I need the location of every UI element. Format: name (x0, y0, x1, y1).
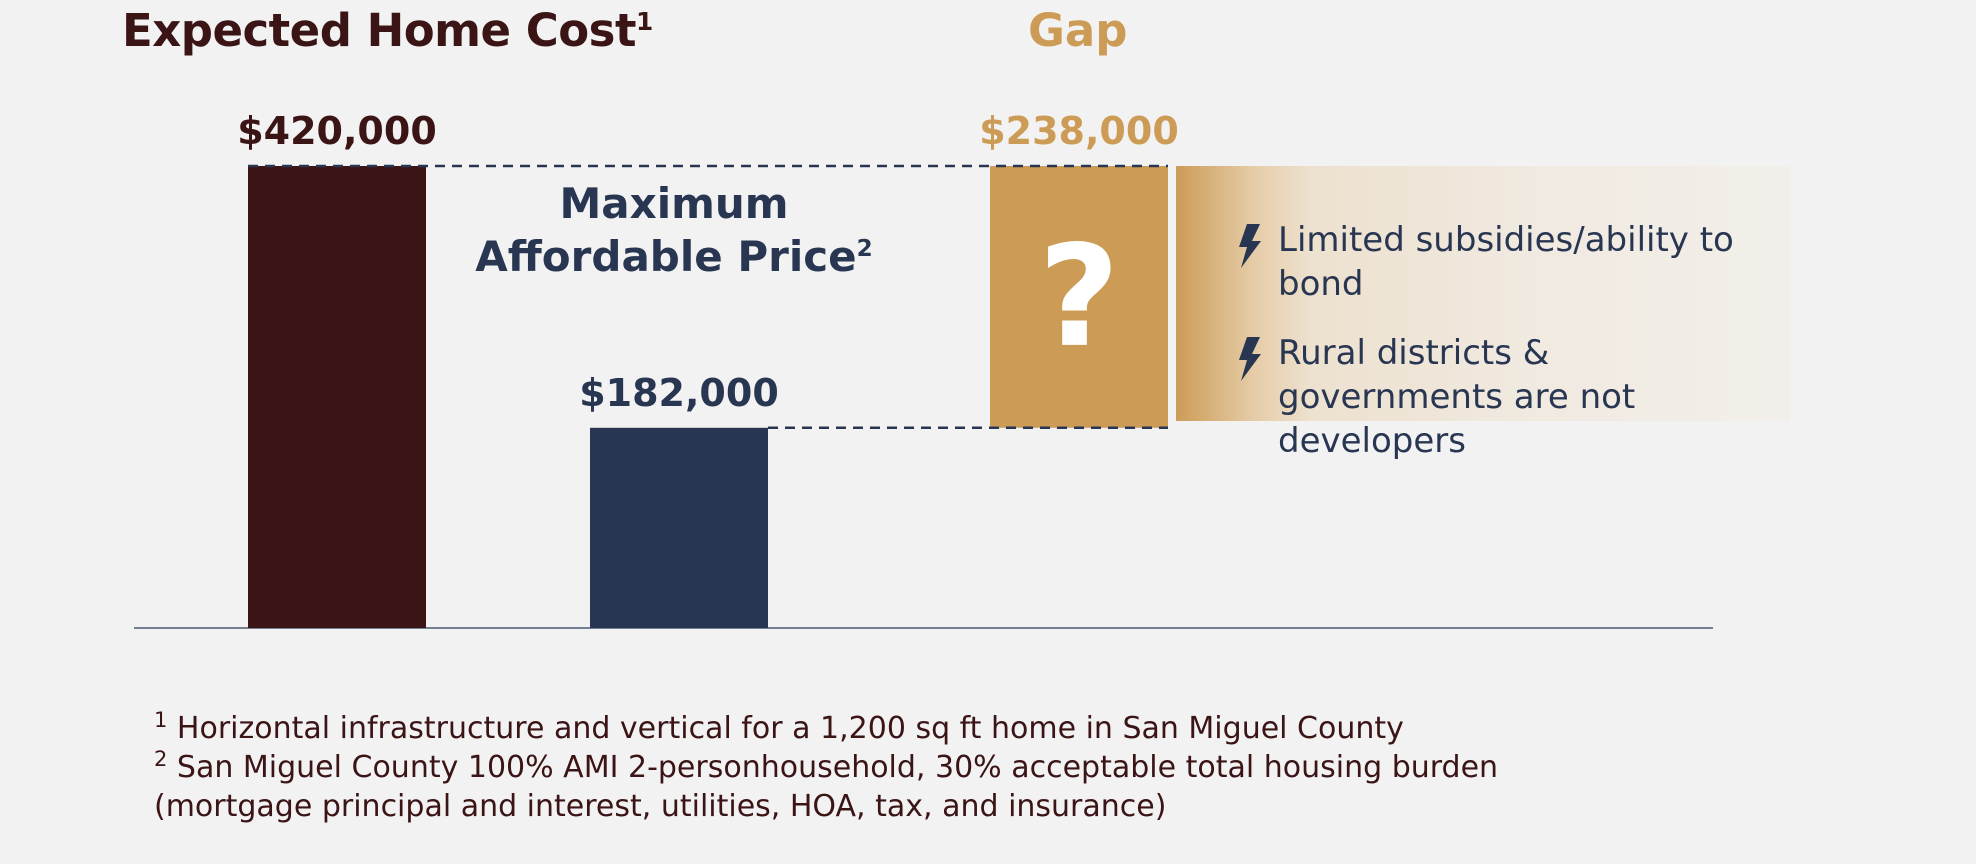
gap-explanation-panel (1176, 166, 1790, 421)
expected-cost-bar (248, 166, 426, 628)
gap-note-text: Rural districts & governments are not de… (1278, 333, 1636, 462)
footnote-2: 2 San Miguel County 100% AMI 2-personhou… (154, 747, 1499, 786)
lightning-bolt-icon (1238, 218, 1268, 306)
footnote-continuation: (mortgage principal and interest, utilit… (154, 789, 1167, 824)
expected-cost-heading: Expected Home Cost1 (122, 4, 653, 57)
bar-value-label: $238,000 (979, 109, 1179, 153)
gap-bar (990, 166, 1168, 428)
gap-note-text: Limited subsidies/ability to bond (1278, 220, 1734, 305)
max-price-line1: Maximum (559, 179, 789, 228)
lightning-bolt-icon (1238, 331, 1268, 464)
max-affordable-price-label: Maximum Affordable Price2 (474, 178, 874, 283)
gap-note-item: Rural districts & governments are not de… (1238, 331, 1778, 464)
gap-heading: Gap (1028, 4, 1128, 57)
bar-value-label: $420,000 (237, 109, 437, 153)
max-price-line2: Affordable Price2 (475, 231, 873, 281)
gap-note-item: Limited subsidies/ability to bond (1238, 218, 1778, 306)
footnote-1: 1 Horizontal infrastructure and vertical… (154, 708, 1404, 747)
bar-value-label: $182,000 (579, 371, 779, 415)
max-affordable-bar (590, 427, 768, 628)
gap-question-mark: ? (1038, 216, 1119, 379)
